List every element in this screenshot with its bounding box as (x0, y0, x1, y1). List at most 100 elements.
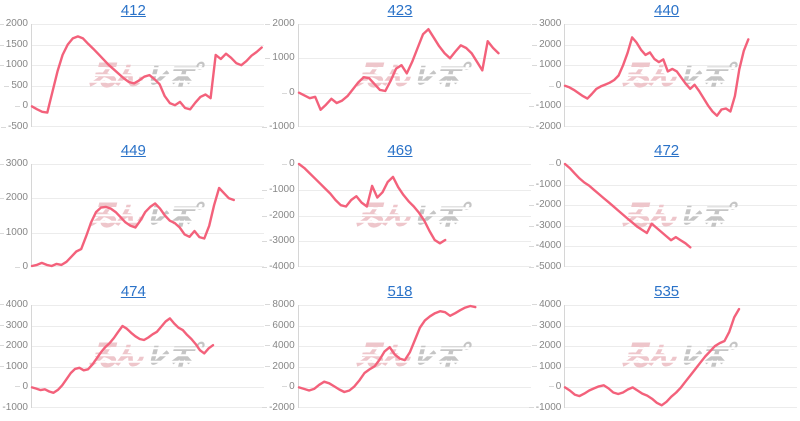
y-axis-label-text: 1500 (5, 39, 28, 50)
tick-mark (532, 366, 538, 368)
chart-title-link[interactable]: 449 (120, 142, 146, 160)
chart-cell: 440 3000 2000 1000 0 -1000 -2000 (528, 0, 800, 140)
tick-mark (282, 92, 288, 94)
y-axis-label-text: 0 (289, 87, 295, 98)
y-axis-label-text: -4000 (269, 261, 295, 273)
chart-title-link[interactable]: 412 (120, 2, 146, 19)
y-axis-label-text: 1000 (5, 227, 28, 239)
y-axis-labels: 0 -1000 -2000 -3000 -4000 -5000 (528, 159, 564, 272)
y-axis-labels: 2000 1000 0 -1000 (262, 19, 298, 132)
y-axis-label-text: -1000 (535, 179, 562, 191)
gridline (32, 233, 264, 235)
line-series (30, 187, 236, 268)
tick-mark (548, 163, 554, 165)
y-axis-labels: 0 -1000 -2000 -3000 -4000 (262, 159, 298, 272)
gridline (298, 58, 531, 59)
y-axis-label: 4000 (532, 299, 561, 310)
y-axis-label-text: 4000 (5, 298, 28, 310)
gridline (298, 345, 531, 347)
gridline (32, 325, 264, 327)
y-axis-label-text: 0 (289, 158, 295, 170)
chart-title-link[interactable]: 469 (387, 142, 413, 160)
y-axis-label: 0 (548, 159, 561, 169)
gridline (298, 406, 531, 408)
tick-mark (265, 23, 271, 25)
y-axis-label-text: 3000 (5, 158, 28, 170)
gridline (32, 106, 264, 107)
gridline (32, 345, 264, 347)
tick-mark (528, 126, 534, 128)
y-axis-label: 1000 (0, 228, 28, 238)
gridline (32, 266, 264, 268)
tick-mark (265, 366, 271, 368)
chart-cell: 449 3000 2000 1000 0 (0, 140, 267, 280)
chart-title-row: 518 (267, 283, 534, 301)
y-axis-label: 8000 (265, 299, 295, 310)
gridline (298, 93, 531, 94)
gridline (32, 406, 264, 408)
line-series (297, 27, 500, 112)
gridline (565, 205, 798, 207)
gridline (298, 216, 531, 218)
gridline (565, 345, 798, 347)
tick-mark (265, 304, 271, 306)
line-series (297, 304, 477, 393)
y-axis-label: 6000 (265, 320, 295, 331)
tick-mark (0, 232, 4, 234)
gridline (565, 406, 798, 408)
y-axis-label-text: 0 (555, 80, 562, 91)
y-axis-label-text: -500 (7, 121, 28, 132)
tick-mark (532, 304, 538, 306)
gridline (298, 241, 531, 243)
gridline (565, 185, 798, 187)
chart-title-link[interactable]: 472 (654, 142, 680, 160)
line-series (297, 163, 447, 245)
y-axis-label-text: 2000 (5, 192, 28, 204)
gridline (32, 164, 264, 166)
gridline (565, 24, 798, 25)
y-axis-label-text: 500 (11, 80, 28, 91)
y-axis-label-text: -1000 (535, 100, 562, 111)
gridline (32, 198, 264, 200)
y-axis-label: 0 (282, 88, 295, 98)
gridline (565, 246, 798, 248)
plot-area (564, 163, 798, 268)
chart-title-link[interactable]: 518 (387, 282, 413, 300)
tick-mark (532, 325, 538, 327)
y-axis-label: 2000 (0, 339, 28, 351)
y-axis-label: -1000 (262, 185, 295, 195)
chart-title-link[interactable]: 423 (387, 2, 413, 19)
plot-area (564, 24, 798, 127)
tick-mark (0, 23, 4, 25)
tick-mark (0, 163, 4, 165)
gridline (32, 65, 264, 66)
gridline (298, 266, 531, 268)
y-axis-label-text: -1000 (269, 121, 295, 132)
chart-title-link[interactable]: 440 (654, 2, 680, 19)
chart-title-link[interactable]: 535 (654, 282, 680, 300)
y-axis-label: 1500 (0, 40, 28, 50)
y-axis-label-text: -1000 (535, 401, 562, 413)
y-axis-label: -1000 (528, 100, 562, 111)
gridline (565, 126, 798, 127)
tick-mark (282, 163, 288, 165)
y-axis-label: 2000 (0, 193, 28, 203)
chart-title-row: 440 (533, 2, 800, 20)
chart-title-row: 449 (0, 142, 267, 160)
gridline (565, 65, 798, 66)
y-axis-label: -1000 (528, 179, 562, 191)
y-axis-label-text: 4000 (272, 339, 295, 351)
y-axis-label-text: 2000 (5, 339, 28, 351)
chart-cell: 469 0 -1000 -2000 -3000 -4000 (262, 140, 534, 280)
tick-mark (15, 105, 21, 107)
chart-title-row: 469 (267, 142, 534, 160)
gridline (32, 304, 264, 306)
chart-title-link[interactable]: 474 (120, 282, 146, 300)
y-axis-label-text: 2000 (5, 18, 28, 29)
gridline (32, 386, 264, 388)
gridline (32, 86, 264, 87)
tick-mark (15, 386, 21, 388)
y-axis-labels: 3000 2000 1000 0 -1000 -2000 (528, 19, 564, 132)
gridline (298, 366, 531, 368)
